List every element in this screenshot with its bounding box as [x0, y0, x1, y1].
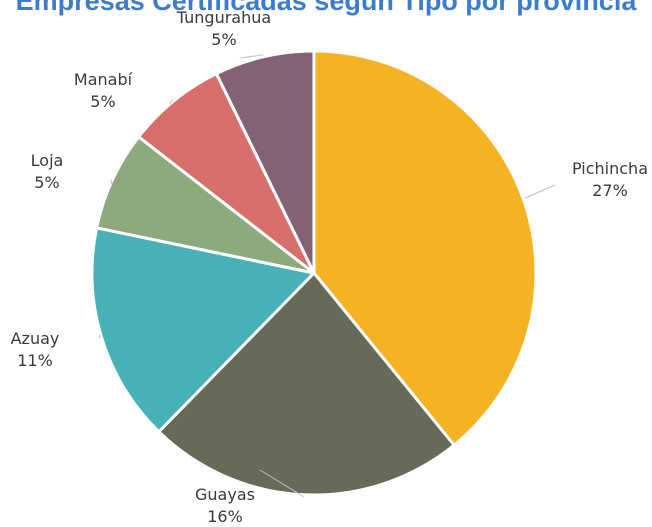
leader-line [524, 184, 556, 199]
slice-value-label: 11% [17, 351, 53, 370]
pie-slice-manab- [137, 72, 316, 275]
leader-line [239, 54, 264, 59]
slice-label: Manabí [74, 70, 133, 89]
slice-value-label: 5% [90, 92, 115, 111]
pie-slices [90, 49, 538, 497]
chart-title: Empresas Certificadas según Tipo por pro… [15, 0, 637, 16]
pie-slice-guayas [157, 271, 456, 497]
slice-label: Loja [31, 151, 64, 170]
slice-label: Pichincha [572, 159, 648, 178]
pie-slice-pichincha [312, 49, 538, 447]
slice-label: Guayas [195, 485, 255, 504]
slice-value-label: 5% [211, 30, 236, 49]
leader-line [110, 178, 113, 185]
slice-value-label: 16% [207, 507, 243, 526]
pie-slice-loja [95, 135, 316, 275]
leader-line [259, 469, 305, 498]
slice-value-label: 27% [592, 181, 628, 200]
pie-slice-tungurahua [214, 49, 316, 275]
slice-value-label: 5% [34, 173, 59, 192]
slice-label: Azuay [11, 329, 60, 348]
slice-label: Tungurahua [176, 8, 271, 27]
pie-slice-azuay [90, 226, 316, 434]
leader-line [169, 98, 174, 105]
